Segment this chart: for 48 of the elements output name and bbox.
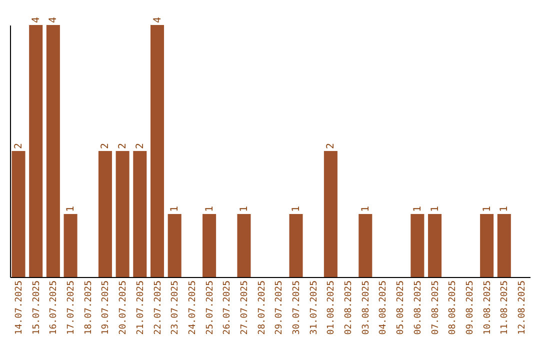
data-label: 2 <box>100 142 112 149</box>
data-label: 2 <box>134 142 146 149</box>
x-tick-label: 10.08.2025 <box>482 280 493 335</box>
data-label: 1 <box>482 206 493 212</box>
x-tick-label: 30.07.2025 <box>292 280 302 335</box>
x-tick-label: 04.08.2025 <box>378 280 389 335</box>
x-tick-label: 14.07.2025 <box>14 280 24 335</box>
x-tick-label: 09.08.2025 <box>465 280 476 335</box>
x-tick-label: 31.07.2025 <box>309 280 320 335</box>
x-tick-label: 21.07.2025 <box>136 280 146 335</box>
x-tick-label: 18.07.2025 <box>84 280 94 335</box>
x-tick-label: 07.08.2025 <box>430 280 441 335</box>
x-tick-label: 12.08.2025 <box>518 280 528 335</box>
x-tick-label: 11.08.2025 <box>500 280 510 335</box>
data-label: 4 <box>48 16 60 23</box>
x-tick-label: 17.07.2025 <box>66 280 77 335</box>
x-tick-label: 15.07.2025 <box>32 280 42 335</box>
x-tick-label: 03.08.2025 <box>361 280 372 335</box>
x-tick-label: 02.08.2025 <box>344 280 354 335</box>
x-tick-label: 25.07.2025 <box>205 280 216 335</box>
data-label: 2 <box>118 142 129 149</box>
data-label: 1 <box>499 206 510 212</box>
x-tick-label: 01.08.2025 <box>326 280 337 335</box>
data-label: 1 <box>238 206 250 212</box>
x-tick-label: 20.07.2025 <box>118 280 129 335</box>
data-label: 1 <box>430 206 441 212</box>
data-label: 4 <box>152 16 164 23</box>
x-tick-label: 29.07.2025 <box>274 280 285 335</box>
data-label: 2 <box>14 142 24 149</box>
data-label: 1 <box>170 206 181 212</box>
x-tick-label: 26.07.2025 <box>222 280 233 335</box>
x-tick-label: 28.07.2025 <box>257 280 268 335</box>
data-label: 1 <box>360 206 372 212</box>
x-tick-label: 16.07.2025 <box>49 280 60 335</box>
data-label: 1 <box>204 206 216 212</box>
x-tick-label: 23.07.2025 <box>170 280 181 335</box>
x-tick-label: 22.07.2025 <box>153 280 164 335</box>
data-label: 2 <box>326 142 337 149</box>
x-tick-label: 06.08.2025 <box>413 280 424 335</box>
data-label: 4 <box>30 16 42 23</box>
x-tick-label: 24.07.2025 <box>188 280 198 335</box>
data-label: 1 <box>412 206 424 212</box>
x-tick-label: 19.07.2025 <box>101 280 112 335</box>
data-label: 1 <box>291 206 302 212</box>
x-tick-label: 08.08.2025 <box>448 280 458 335</box>
x-tick-label: 27.07.2025 <box>240 280 250 335</box>
data-label: 1 <box>66 206 77 212</box>
x-tick-label: 05.08.2025 <box>396 280 406 335</box>
